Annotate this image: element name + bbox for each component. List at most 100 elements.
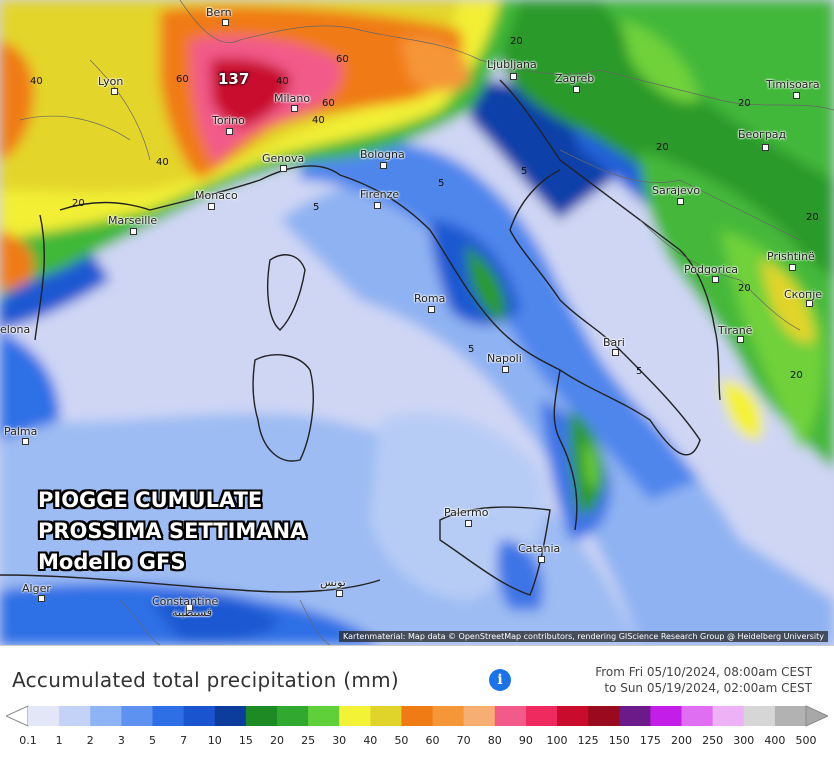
scale-swatch: [525, 706, 558, 726]
city-label-lyon: Lyon: [98, 75, 124, 88]
scale-swatch: [401, 706, 434, 726]
scale-tick-label: 150: [608, 734, 630, 747]
scale-tick-label: 500: [795, 734, 817, 747]
city-label-milano: Milano: [274, 92, 311, 105]
scale-tick-label: 2: [86, 734, 94, 747]
period-to: to Sun 05/19/2024, 02:00am CEST: [604, 681, 812, 695]
scale-swatch: [743, 706, 776, 726]
forecast-overlay-title: PIOGGE CUMULATE PROSSIMA SETTIMANA Model…: [38, 485, 306, 578]
scale-swatch: [276, 706, 309, 726]
scale-swatch: [90, 706, 122, 726]
scale-tick-label: 60: [425, 734, 440, 747]
scale-swatch: [339, 706, 371, 726]
color-scale-labels: 0.1 1 2 3 5 7 10 15 20 25 30 40 50 60 70 80 90 100 125 150 1…: [0, 734, 834, 750]
contour-label: 5: [438, 178, 445, 189]
city-marker: [186, 604, 193, 611]
scale-swatch: [432, 706, 465, 726]
scale-tick-label: 90: [518, 734, 533, 747]
city-marker: [22, 438, 29, 445]
contour-label: 20: [806, 212, 819, 223]
contour-label: 20: [738, 283, 751, 294]
scale-swatch: [308, 706, 340, 726]
contour-label: 20: [790, 370, 803, 381]
city-label-catania: Catania: [518, 542, 561, 555]
contour-label: 5: [468, 344, 475, 355]
scale-swatch: [650, 706, 683, 726]
color-scale-bar: [6, 705, 828, 727]
scale-tick-label: 50: [394, 734, 409, 747]
contour-label: 40: [30, 76, 43, 87]
city-label-monaco: Monaco: [195, 189, 238, 202]
city-marker: [502, 366, 509, 373]
city-marker: [510, 73, 517, 80]
scale-tick-label: 1: [55, 734, 63, 747]
period-from: From Fri 05/10/2024, 08:00am CEST: [595, 665, 812, 679]
scale-tick-label: 300: [733, 734, 755, 747]
map-attribution[interactable]: Kartenmaterial: Map data © OpenStreetMap…: [338, 631, 828, 642]
contour-label: 20: [72, 198, 85, 209]
max-precipitation-value: 137: [218, 70, 250, 88]
city-marker: [737, 336, 744, 343]
scale-swatch: [214, 706, 247, 726]
legend-panel: Accumulated total precipitation (mm) i F…: [0, 645, 834, 760]
city-marker: [677, 198, 684, 205]
scale-swatch: [681, 706, 714, 726]
city-label-zagreb: Zagreb: [555, 72, 595, 85]
city-label-ljubljana: Ljubljana: [487, 58, 537, 71]
scale-tick-label: 40: [363, 734, 378, 747]
city-label-beograd: Београд: [738, 128, 787, 141]
scale-swatch: [774, 706, 807, 726]
city-marker: [130, 228, 137, 235]
scale-swatch: [121, 706, 153, 726]
contour-label: 20: [510, 36, 523, 47]
city-marker: [291, 105, 298, 112]
city-marker: [573, 86, 580, 93]
precipitation-field: [0, 0, 834, 645]
city-marker: [226, 128, 233, 135]
city-marker: [465, 520, 472, 527]
overlay-line-3: Modello GFS: [38, 550, 186, 574]
city-label-marseille: Marseille: [108, 214, 158, 227]
city-label-tunis-arabic: تونس: [320, 576, 346, 589]
scale-swatch: [463, 706, 496, 726]
scale-tick-label: 125: [577, 734, 599, 747]
city-label-torino: Torino: [212, 114, 245, 127]
info-icon[interactable]: i: [489, 669, 511, 691]
contour-label: 60: [336, 54, 349, 65]
city-marker: [380, 162, 387, 169]
scale-swatch: [712, 706, 745, 726]
scale-swatch: [588, 706, 620, 726]
scale-swatch: [183, 706, 216, 726]
city-marker: [208, 203, 215, 210]
city-marker: [789, 264, 796, 271]
city-label-constantine-arabic: قسنطينة: [172, 606, 212, 619]
forecast-period: From Fri 05/10/2024, 08:00am CEST to Sun…: [595, 664, 812, 696]
city-marker: [806, 300, 813, 307]
city-marker: [612, 349, 619, 356]
scale-swatch: [557, 706, 589, 726]
overlay-line-1: PIOGGE CUMULATE: [38, 488, 263, 512]
city-marker: [222, 19, 229, 26]
contour-label: 60: [176, 74, 189, 85]
city-label-alger: Alger: [22, 582, 51, 595]
scale-swatch: [59, 706, 91, 726]
contour-label: 5: [521, 166, 528, 177]
scale-tick-label: 0.1: [19, 734, 37, 747]
scale-tick-label: 70: [456, 734, 471, 747]
scale-swatch: [370, 706, 402, 726]
contour-label: 5: [636, 366, 643, 377]
scale-swatch: [152, 706, 185, 726]
city-marker: [762, 144, 769, 151]
city-label-constantine: Constantine: [152, 595, 219, 608]
contour-label: 5: [313, 202, 320, 213]
precipitation-map[interactable]: Bern Lyon Torino Milano Genova Monaco Ma…: [0, 0, 834, 645]
city-label-sarajevo: Sarajevo: [652, 184, 701, 197]
scale-tick-label: 175: [639, 734, 661, 747]
scale-tick-label: 20: [269, 734, 284, 747]
city-marker: [336, 590, 343, 597]
city-label-podgorica: Podgorica: [684, 263, 739, 276]
overlay-line-2: PROSSIMA SETTIMANA: [38, 519, 307, 543]
city-label-palermo: Palermo: [444, 506, 489, 519]
city-label-tirane: Tiranë: [718, 324, 753, 337]
city-label-barcelona: elona: [0, 323, 31, 336]
